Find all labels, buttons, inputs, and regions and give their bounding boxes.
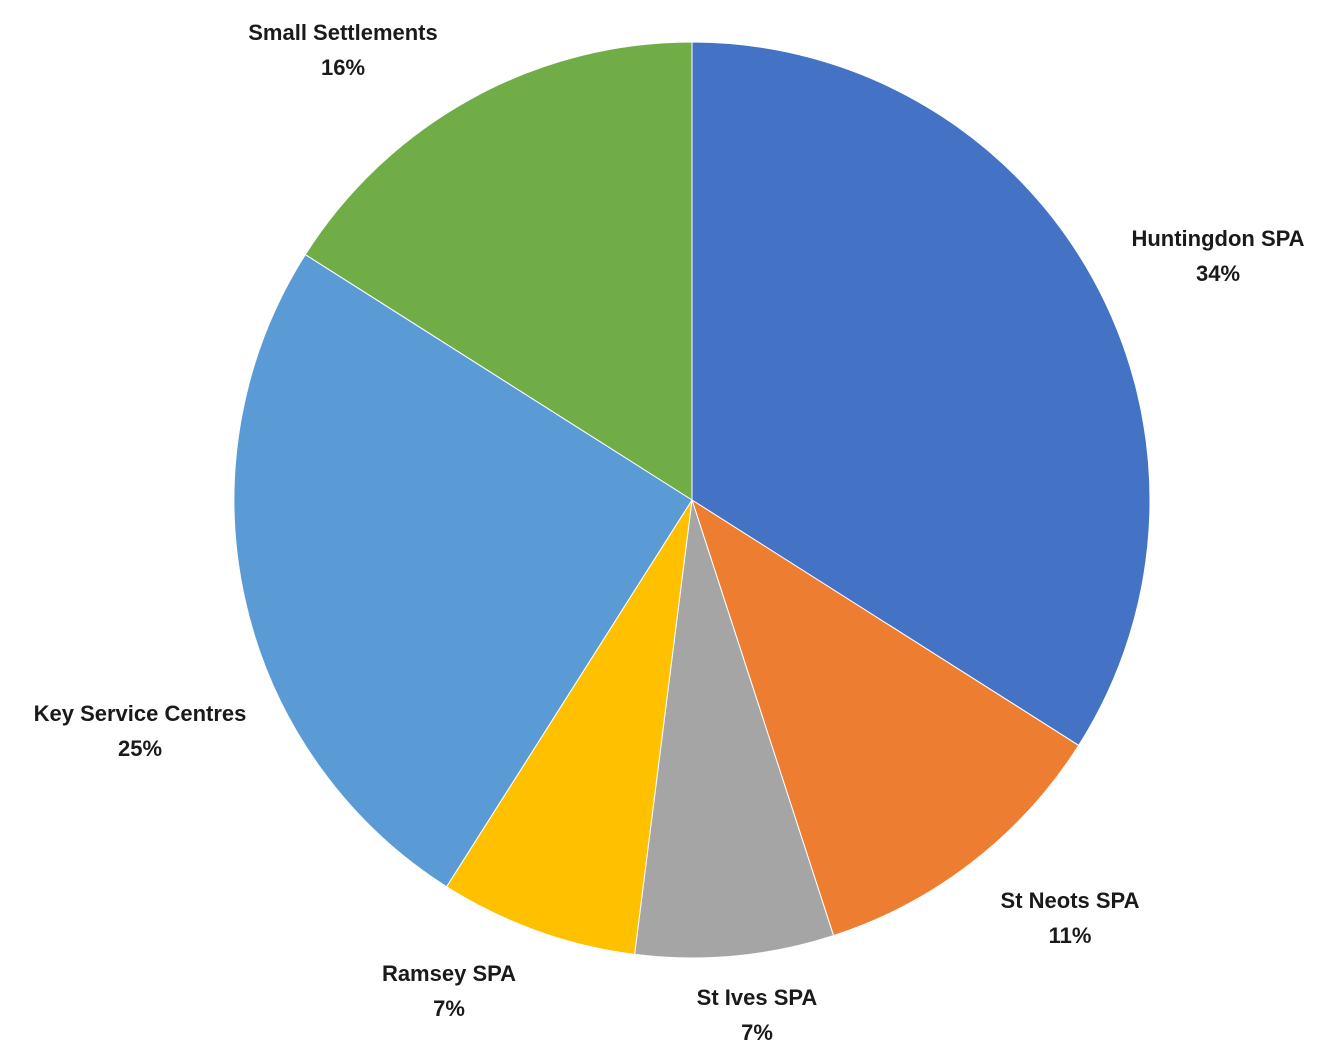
pie-slice-ramsey-spa: [445, 499, 693, 955]
slice-value-label-st-neots-spa: 11%: [1049, 923, 1092, 948]
pie-slice-st-neots-spa: [691, 498, 1080, 937]
slice-value-label-st-ives-spa: 7%: [741, 1020, 773, 1041]
slice-name-label-huntingdon-spa: Huntingdon SPA: [1131, 226, 1304, 251]
slice-value-label-key-service-centres: 25%: [118, 736, 162, 761]
slice-name-label-ramsey-spa: Ramsey SPA: [382, 961, 516, 986]
pie-labels: Huntingdon SPA 34% St Neots SPA 11% St Ives …: [34, 20, 1305, 1041]
pie-slice-huntingdon-spa: [691, 41, 1151, 747]
slice-name-label-key-service-centres: Key Service Centres: [34, 701, 247, 726]
slice-value-label-ramsey-spa: 7%: [433, 996, 465, 1021]
slice-value-label-huntingdon-spa: 34%: [1196, 261, 1240, 286]
slice-name-label-st-neots-spa: St Neots SPA: [1001, 888, 1140, 913]
pie-slice-key-service-centres: [233, 253, 693, 888]
pie-slices: [233, 41, 1151, 959]
pie-slice-small-settlements: [304, 41, 693, 501]
slice-name-label-st-ives-spa: St Ives SPA: [697, 985, 818, 1010]
pie-slice-st-ives-spa: [634, 499, 835, 959]
slice-name-label-small-settlements: Small Settlements: [248, 20, 438, 45]
slice-value-label-small-settlements: 16%: [321, 55, 365, 80]
